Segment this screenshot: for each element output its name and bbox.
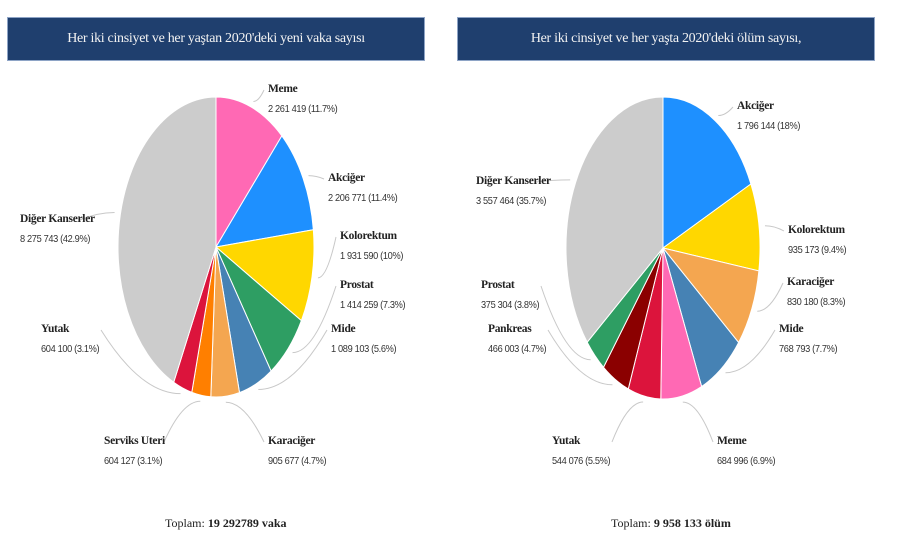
- slice-value: 1 414 259 (7.3%): [340, 298, 406, 311]
- slice-label: Karaciğer 830 180 (8.3%): [787, 276, 853, 308]
- slice-name: Kolorektum: [788, 224, 845, 236]
- slice-name: Kolorektum: [340, 230, 397, 242]
- leader-line-1-8: [535, 179, 571, 183]
- pie-slice-0-0: [215, 96, 283, 249]
- slice-value: 8 275 743 (42.9%): [20, 232, 91, 245]
- slice-name: Mide: [779, 323, 804, 335]
- slice-label: Kolorektum 1 931 590 (10%): [340, 230, 412, 262]
- slice-label: Akciğer 2 206 771 (11.4%): [328, 172, 407, 204]
- leader-line-1-2: [757, 282, 784, 312]
- leader-line-0-8: [79, 211, 115, 221]
- slice-label: Yutak 604 100 (3.1%): [41, 323, 107, 355]
- slice-label: Yutak 544 076 (5.5%): [552, 435, 618, 467]
- slice-value: 905 677 (4.7%): [268, 454, 327, 467]
- leader-line-1-7: [540, 285, 591, 361]
- slice-label: Meme 2 261 419 (11.7%): [268, 83, 347, 115]
- slice-label: Prostat 375 304 (3.8%): [481, 279, 547, 311]
- left-chart-title: Her iki cinsiyet ve her yaştan 2020'deki…: [7, 17, 425, 61]
- slice-label: Serviks Uteri 604 127 (3.1%): [104, 435, 170, 467]
- pie-slice-1-1: [661, 183, 761, 272]
- pie-slice-1-0: [662, 96, 752, 249]
- slice-value: 2 261 419 (11.7%): [268, 102, 338, 115]
- slice-value: 466 003 (4.7%): [488, 342, 547, 355]
- slice-value: 1 931 590 (10%): [340, 249, 404, 262]
- slice-name: Prostat: [340, 279, 374, 291]
- left-total-value: 19 292789 vaka: [207, 516, 287, 530]
- leader-line-1-3: [725, 329, 776, 374]
- pie-slice-1-8: [565, 96, 664, 344]
- slice-value: 604 100 (3.1%): [41, 342, 100, 355]
- right-total-label: Toplam:: [611, 516, 651, 530]
- right-total: Toplam: 9 958 133 ölüm: [611, 516, 731, 531]
- slice-label: Diğer Kanserler 3 557 464 (35.7%): [476, 175, 556, 207]
- slice-value: 935 173 (9.4%): [788, 243, 847, 256]
- leader-line-0-3: [292, 285, 337, 354]
- slice-name: Pankreas: [488, 323, 532, 335]
- slice-value: 1 796 144 (18%): [737, 119, 801, 132]
- leader-line-0-4: [258, 329, 328, 390]
- slice-name: Meme: [268, 83, 298, 95]
- leader-line-0-1: [308, 175, 325, 180]
- slice-name: Karaciğer: [787, 276, 835, 288]
- leader-line-1-1: [764, 225, 785, 232]
- slice-name: Akciğer: [737, 100, 774, 112]
- slice-label: Karaciğer 905 677 (4.7%): [268, 435, 334, 467]
- pie-slice-0-8: [117, 96, 217, 384]
- slice-label: Pankreas 466 003 (4.7%): [488, 323, 554, 355]
- slice-value: 768 793 (7.7%): [779, 342, 838, 355]
- slice-name: Diğer Kanserler: [20, 213, 95, 225]
- slice-name: Prostat: [481, 279, 515, 291]
- right-chart-title: Her iki cinsiyet ve her yaşta 2020'deki …: [457, 17, 875, 61]
- leader-line-1-0: [718, 106, 734, 117]
- slice-value: 544 076 (5.5%): [552, 454, 611, 467]
- slice-label: Mide 768 793 (7.7%): [779, 323, 845, 355]
- slice-label: Mide 1 089 103 (5.6%): [331, 323, 405, 355]
- slice-name: Mide: [331, 323, 356, 335]
- slice-value: 375 304 (3.8%): [481, 298, 540, 311]
- slice-name: Akciğer: [328, 172, 365, 184]
- slice-name: Serviks Uteri: [104, 435, 165, 447]
- slice-value: 604 127 (3.1%): [104, 454, 163, 467]
- slice-label: Prostat 1 414 259 (7.3%): [340, 279, 414, 311]
- leader-line-1-5: [611, 401, 644, 443]
- slice-name: Diğer Kanserler: [476, 175, 551, 187]
- slice-name: Yutak: [41, 323, 70, 335]
- slice-value: 3 557 464 (35.7%): [476, 194, 547, 207]
- slice-value: 684 996 (6.9%): [717, 454, 776, 467]
- slice-label: Diğer Kanserler 8 275 743 (42.9%): [20, 213, 100, 245]
- slice-name: Meme: [717, 435, 747, 447]
- slice-value: 2 206 771 (11.4%): [328, 191, 398, 204]
- slice-value: 1 089 103 (5.6%): [331, 342, 397, 355]
- pie-slice-0-2: [214, 229, 315, 322]
- leader-line-1-4: [682, 401, 714, 443]
- slice-name: Karaciğer: [268, 435, 316, 447]
- slice-label: Kolorektum 935 173 (9.4%): [788, 224, 854, 256]
- slice-name: Yutak: [552, 435, 581, 447]
- leader-line-0-5: [225, 401, 265, 443]
- leader-line-0-0: [253, 89, 265, 102]
- leader-line-0-7: [100, 329, 181, 395]
- left-total: Toplam: 19 292789 vaka: [165, 516, 287, 531]
- slice-label: Meme 684 996 (6.9%): [717, 435, 783, 467]
- leader-line-1-6: [547, 329, 613, 386]
- right-total-value: 9 958 133 ölüm: [653, 516, 731, 530]
- slice-value: 830 180 (8.3%): [787, 295, 846, 308]
- leader-line-0-2: [317, 236, 337, 279]
- leader-line-0-6: [163, 400, 201, 443]
- left-total-label: Toplam:: [165, 516, 205, 530]
- pie-slice-0-1: [215, 134, 314, 248]
- slice-label: Akciğer 1 796 144 (18%): [737, 100, 809, 132]
